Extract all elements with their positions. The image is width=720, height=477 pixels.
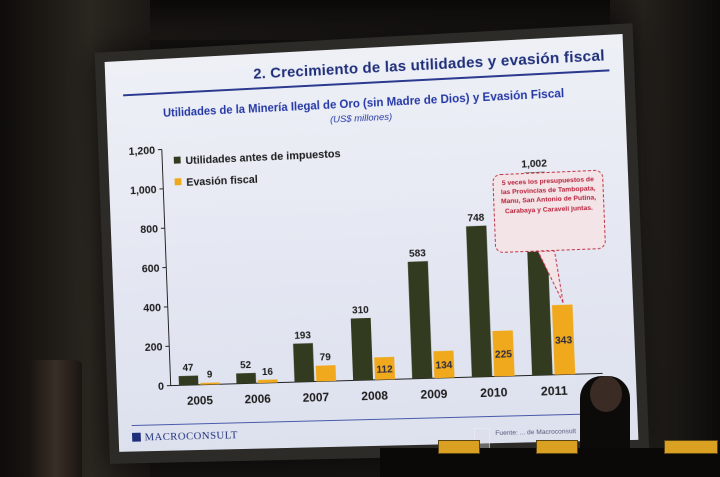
legend-label: Utilidades antes de impuestos (185, 148, 341, 167)
macroconsult-logo: MACROCONSULT (132, 429, 238, 443)
y-tick-label: 800 (140, 223, 158, 236)
podium-microphone (30, 360, 82, 477)
data-label-evasion: 79 (320, 352, 332, 363)
y-tick-label: 1,000 (130, 184, 157, 197)
bar-utilidades-2005 (179, 376, 199, 386)
bar-utilidades-2008 (351, 318, 373, 381)
bar-utilidades-2009 (408, 261, 433, 379)
data-label-utilidades: 1,002 (521, 158, 548, 170)
callout-annotation: 5 veces los presupuestos de las Provinci… (492, 170, 606, 254)
x-tick-label: 2011 (541, 383, 569, 398)
legend-swatch (174, 157, 181, 164)
bar-evasion-2006 (258, 379, 278, 383)
x-tick-label: 2007 (302, 390, 329, 405)
y-tick-label: 600 (142, 263, 160, 276)
bar-evasion-2007 (316, 365, 336, 381)
logo-text: MACROCONSULT (144, 429, 238, 443)
data-label-utilidades: 583 (409, 248, 427, 260)
x-tick-label: 2008 (361, 388, 389, 403)
nameplate (664, 440, 718, 454)
data-label-evasion: 134 (435, 360, 453, 372)
data-label-evasion: 225 (495, 349, 513, 361)
x-tick-label: 2009 (420, 387, 448, 402)
y-tick-label: 400 (143, 302, 161, 315)
legend-label: Evasión fiscal (186, 174, 258, 189)
data-label-utilidades: 193 (294, 330, 311, 342)
y-tick-label: 0 (158, 381, 164, 393)
data-label-utilidades: 748 (467, 212, 485, 224)
y-tick-label: 1,200 (128, 145, 155, 158)
speaker-head (590, 376, 622, 412)
data-label-evasion: 343 (555, 335, 573, 347)
y-tick-label: 200 (145, 341, 163, 353)
data-label-utilidades: 52 (240, 360, 252, 371)
data-label-utilidades: 47 (182, 363, 194, 374)
projector-screen: 2. Crecimiento de las utilidades y evasi… (95, 23, 650, 464)
data-label-evasion: 16 (262, 367, 274, 378)
x-tick-label: 2006 (244, 392, 271, 407)
bar-utilidades-2006 (236, 373, 256, 384)
data-label-evasion: 9 (207, 370, 213, 381)
x-tick-label: 2005 (187, 393, 214, 408)
nameplate (438, 440, 480, 454)
x-tick-label: 2010 (480, 385, 508, 400)
presentation-slide: 2. Crecimiento de las utilidades y evasi… (105, 34, 639, 452)
bar-utilidades-2010 (466, 226, 492, 378)
data-label-evasion: 112 (376, 364, 393, 376)
logo-mark-icon (132, 433, 141, 442)
nameplate (536, 440, 578, 454)
bar-utilidades-2007 (293, 343, 314, 382)
data-label-utilidades: 310 (352, 305, 370, 317)
legend-swatch (175, 178, 182, 185)
